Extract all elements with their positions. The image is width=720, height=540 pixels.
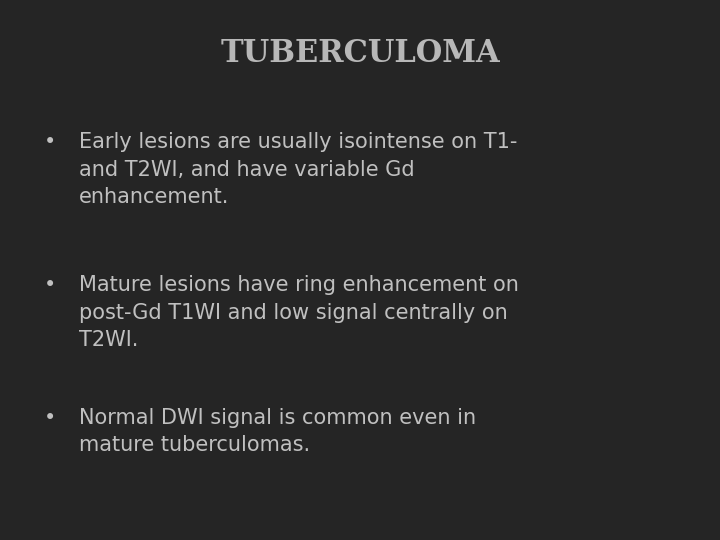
Text: Mature lesions have ring enhancement on
post-Gd T1WI and low signal centrally on: Mature lesions have ring enhancement on … xyxy=(79,275,519,350)
Text: TUBERCULOMA: TUBERCULOMA xyxy=(220,38,500,69)
Text: Early lesions are usually isointense on T1-
and T2WI, and have variable Gd
enhan: Early lesions are usually isointense on … xyxy=(79,132,518,207)
Text: •: • xyxy=(44,132,57,152)
Text: Normal DWI signal is common even in
mature tuberculomas.: Normal DWI signal is common even in matu… xyxy=(79,408,477,455)
Text: •: • xyxy=(44,275,57,295)
Text: •: • xyxy=(44,408,57,428)
